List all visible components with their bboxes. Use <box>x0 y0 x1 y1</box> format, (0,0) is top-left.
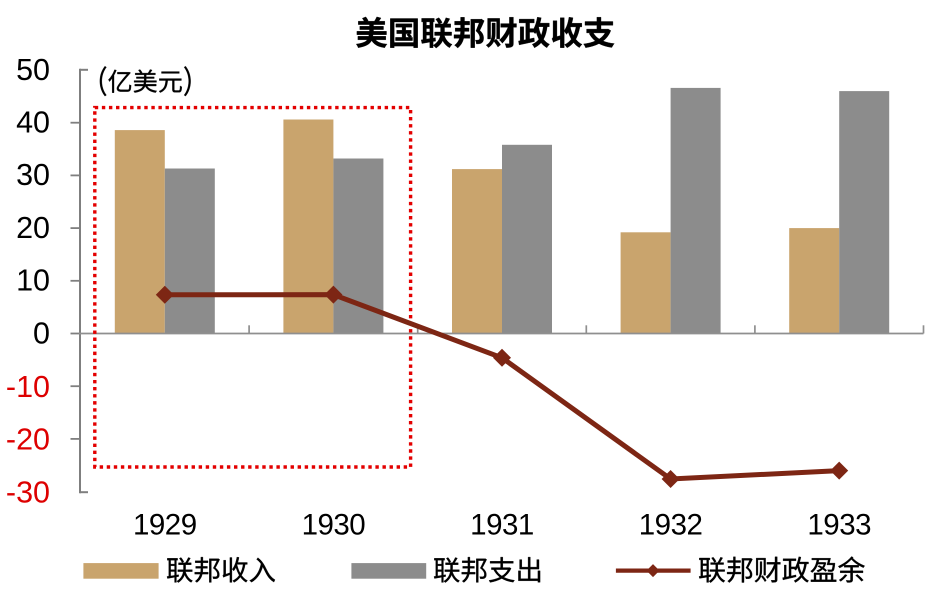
svg-text:-20: -20 <box>6 423 50 457</box>
svg-text:40: 40 <box>16 106 50 140</box>
svg-text:20: 20 <box>16 211 50 245</box>
svg-text:30: 30 <box>16 158 50 192</box>
svg-text:10: 10 <box>16 264 50 298</box>
svg-text:-30: -30 <box>6 475 50 509</box>
svg-text:-10: -10 <box>6 370 50 404</box>
svg-text:50: 50 <box>16 53 50 87</box>
svg-text:1929: 1929 <box>133 508 197 541</box>
svg-text:1932: 1932 <box>639 508 703 541</box>
svg-text:1931: 1931 <box>470 508 534 541</box>
svg-text:1930: 1930 <box>302 508 366 541</box>
svg-text:1933: 1933 <box>807 508 871 541</box>
svg-text:0: 0 <box>33 316 50 350</box>
